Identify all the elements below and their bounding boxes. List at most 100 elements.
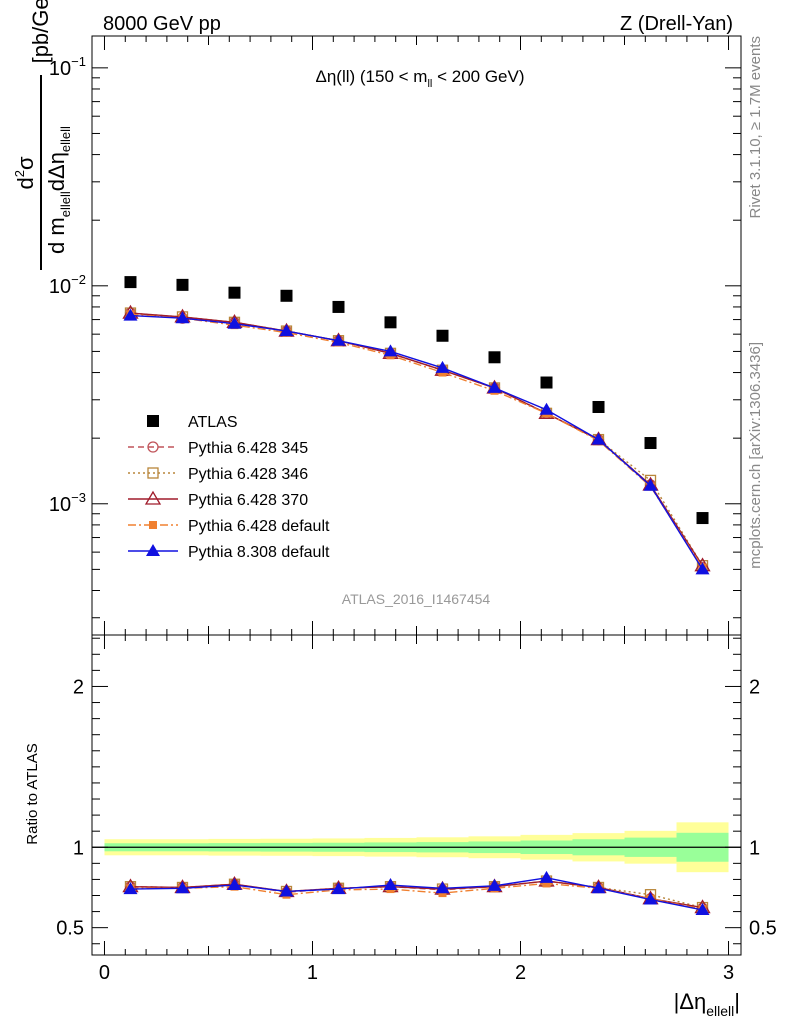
ratio-xtick-label: 2: [515, 962, 526, 984]
data-point: [279, 324, 294, 337]
data-point: [539, 402, 554, 415]
legend-entry: Pythia 6.428 370: [128, 490, 308, 509]
header-left: 8000 GeV pp: [103, 13, 221, 35]
ratio-ytick-label: 2: [73, 676, 84, 698]
legend-label: Pythia 8.308 default: [188, 544, 330, 561]
data-point: [228, 286, 241, 299]
ratio-xtick-label: 0: [99, 962, 110, 984]
legend-label: Pythia 6.428 345: [188, 440, 308, 457]
data-point: [695, 562, 710, 575]
data-point: [383, 344, 398, 357]
ratio-point: [695, 902, 710, 915]
ratio-point: [175, 881, 190, 894]
ratio-ytick-label-right: 2: [749, 676, 760, 698]
ratio-line: [130, 877, 703, 911]
series-line: [130, 314, 704, 570]
series-atlas: [124, 276, 709, 525]
ratio-point: [227, 878, 242, 891]
legend-entry: Pythia 6.428 default: [128, 518, 330, 535]
ratio-point: [643, 892, 658, 905]
legend-label: Pythia 6.428 default: [188, 518, 330, 535]
ratio-ytick-label-right: 0.5: [749, 918, 777, 940]
ratio-series-pythia-8-308-default: [123, 870, 710, 915]
main-series: [122, 276, 711, 575]
ratio-ytick-label: 1: [73, 837, 84, 859]
ylabel-numerator: d2σ: [12, 156, 38, 189]
ylabel-unit: [pb/GeV]: [28, 0, 53, 63]
ratio-frame: [91, 634, 742, 956]
ratio-series-pythia-6-428-346: [124, 875, 709, 914]
data-point: [227, 316, 242, 329]
header-right: Z (Drell-Yan): [620, 13, 733, 35]
data-point: [487, 380, 502, 393]
main-ylabel: d2σ d mellelldΔηellell [pb/GeV]: [12, 0, 73, 270]
main-ytick-label: 10−2: [49, 272, 86, 298]
legend-label: Pythia 6.428 370: [188, 492, 308, 509]
series-line: [130, 313, 704, 568]
ratio-point: [591, 881, 606, 894]
main-panel: 10−3 10−2 10−1 Δη(ll) (150 < mll < 200 GeV…: [12, 0, 742, 636]
data-point: [436, 329, 449, 342]
legend-label: ATLAS: [188, 414, 238, 431]
legend-marker: [146, 544, 160, 556]
legend-entry: ATLAS: [147, 414, 238, 431]
data-point: [280, 289, 293, 302]
data-point: [435, 360, 450, 373]
ratio-ylabel: Ratio to ATLAS: [24, 743, 41, 844]
ratio-point: [123, 882, 138, 895]
legend-entry: Pythia 6.428 346: [128, 466, 308, 483]
legend-marker: [147, 415, 159, 427]
data-point: [332, 300, 345, 313]
data-point: [591, 432, 606, 445]
rivet-label: Rivet 3.1.10, ≥ 1.7M events: [747, 36, 764, 219]
analysis-watermark: ATLAS_2016_I1467454: [342, 591, 491, 607]
main-ytick-label: 10−3: [49, 490, 86, 516]
ratio-xtick-label: 3: [723, 962, 734, 984]
main-ytick-label: 10−1: [49, 54, 86, 80]
legend-marker: [147, 441, 159, 453]
legend-marker: [147, 467, 159, 479]
ratio-point: [383, 878, 398, 891]
ratio-xtick-label: 1: [307, 962, 318, 984]
data-point: [175, 311, 190, 324]
data-point: [540, 376, 553, 389]
data-point: [384, 316, 397, 329]
legend: ATLAS Pythia 6.428 345 Pythia 6.428 346 Pyt…: [128, 414, 330, 561]
ratio-point: [435, 881, 450, 894]
data-point: [124, 276, 137, 289]
data-point: [643, 478, 658, 491]
legend-marker: [144, 490, 162, 505]
legend-entry: Pythia 6.428 345: [128, 440, 308, 457]
ratio-panel: 0.5 0.5 1 1 2 2 0 1 2 3 Ratio to ATLAS |Δηellell|: [24, 634, 777, 1019]
data-point: [123, 308, 138, 321]
ratio-xlabel: |Δηellell|: [674, 989, 740, 1019]
ratio-series-pythia-6-428-default: [126, 879, 707, 914]
ratio-axes: 0.5 0.5 1 1 2 2 0 1 2 3: [56, 635, 777, 984]
ratio-bands: [92, 822, 741, 873]
ratio-line: [130, 880, 703, 909]
ratio-point: [331, 882, 346, 895]
ratio-series-pythia-6-428-345: [124, 875, 709, 915]
mcplots-label: mcplots.cern.ch [arXiv:1306.3436]: [747, 342, 764, 569]
data-point: [644, 437, 657, 450]
ratio-ytick-label-right: 1: [749, 837, 760, 859]
panel-title: Δη(ll) (150 < mll < 200 GeV): [315, 67, 524, 90]
data-point: [331, 333, 346, 346]
ratio-point: [279, 884, 294, 897]
ylabel-denominator: d mellelldΔηellell: [44, 126, 73, 254]
ratio-series: [122, 870, 711, 915]
ratio-point: [542, 879, 551, 888]
data-point: [488, 351, 501, 364]
data-point: [696, 512, 709, 525]
legend-entry: Pythia 8.308 default: [128, 544, 330, 561]
main-axes: 10−3 10−2 10−1: [49, 36, 741, 635]
data-point: [176, 278, 189, 291]
legend-label: Pythia 6.428 346: [188, 466, 308, 483]
ratio-ytick-label: 0.5: [56, 918, 84, 940]
data-point: [592, 400, 605, 413]
ratio-point: [539, 870, 554, 883]
legend-marker: [149, 521, 157, 529]
ratio-point: [487, 878, 502, 891]
series-pythia-8-308-default: [123, 308, 710, 575]
